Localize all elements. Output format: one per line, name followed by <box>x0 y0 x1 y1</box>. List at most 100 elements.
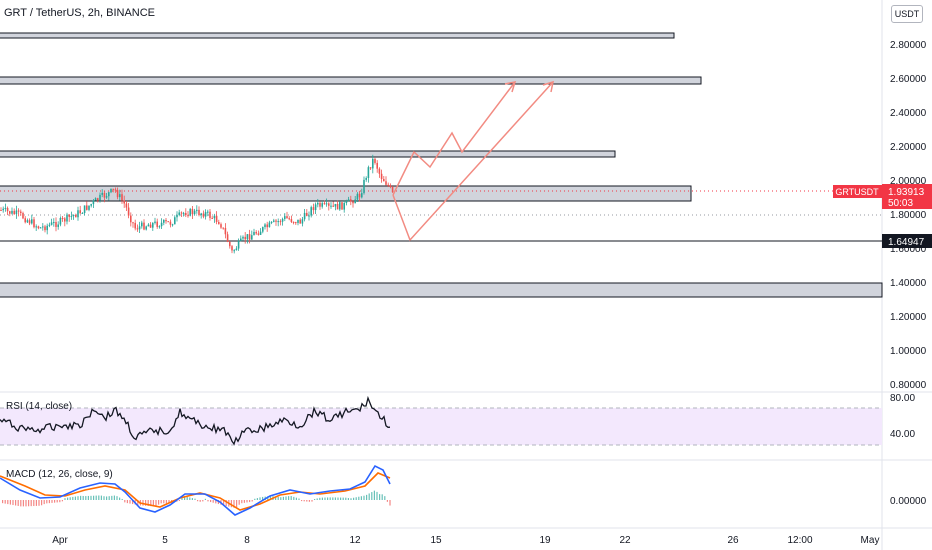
candle-body <box>262 227 264 232</box>
time-tick-label: 12 <box>349 535 361 546</box>
macd-histogram-bar <box>332 497 334 500</box>
candle-body <box>191 208 194 215</box>
macd-histogram-bar <box>194 498 196 500</box>
candle-body <box>215 215 218 222</box>
drawn-zones[interactable] <box>0 32 883 298</box>
candle-body <box>15 210 18 215</box>
macd-histogram-bar <box>288 496 290 500</box>
macd-histogram-bar <box>103 496 105 500</box>
macd-histogram-bar <box>54 500 56 503</box>
macd-histogram-bar <box>22 500 24 507</box>
macd-histogram-bar <box>38 500 40 506</box>
arrow-head-lower <box>542 80 554 93</box>
macd-histogram-bar <box>46 500 48 504</box>
macd-histogram-bar <box>329 497 331 500</box>
macd-histogram-bar <box>100 495 102 500</box>
macd-histogram-bar <box>56 500 58 503</box>
macd-histogram-bar <box>158 500 160 505</box>
candle-body <box>160 222 163 227</box>
macd-histogram-bar <box>93 495 95 500</box>
candle-body <box>44 226 46 231</box>
candle-body <box>222 227 224 229</box>
macd-histogram-bar <box>119 497 121 500</box>
macd-histogram-bar <box>249 500 251 503</box>
candle-body <box>224 227 227 235</box>
candle-body <box>231 246 233 251</box>
candle-body <box>66 214 68 222</box>
candle-body <box>99 194 101 201</box>
candle-body <box>350 199 352 202</box>
zone-rect <box>0 150 616 158</box>
macd-histogram-bar <box>340 497 342 500</box>
candle-body <box>286 216 288 219</box>
projection-drawings[interactable] <box>392 80 554 242</box>
countdown-value: 50:03 <box>888 198 913 209</box>
macd-histogram-bar <box>87 495 89 500</box>
time-tick-label: 26 <box>727 535 739 546</box>
candle-body <box>292 221 295 223</box>
macd-histogram-bar <box>67 497 69 500</box>
candle-body <box>61 217 64 219</box>
candle-body <box>336 203 339 210</box>
candle-body <box>193 210 196 215</box>
macd-histogram-bar <box>295 497 297 500</box>
candle-body <box>253 231 255 236</box>
macd-histogram-bar <box>233 500 235 508</box>
macd-histogram-bar <box>20 500 22 507</box>
candle-body <box>9 211 11 214</box>
macd-histogram-bar <box>17 500 19 506</box>
candle-body <box>354 199 356 204</box>
zone-rect <box>0 185 692 202</box>
macd-histogram-bar <box>145 500 147 506</box>
price-tick-label: 2.40000 <box>890 108 927 119</box>
macd-histogram-bar <box>74 496 76 500</box>
price-axis[interactable]: 2.80000 2.60000 2.40000 2.20000 2.00000 1.800… <box>890 40 927 391</box>
candle-body <box>389 185 392 187</box>
candle-body <box>202 213 205 217</box>
candle-body <box>209 211 211 218</box>
macd-histogram-bar <box>379 494 381 500</box>
macd-histogram-bar <box>202 500 204 502</box>
candle-body <box>198 209 200 216</box>
candle-body <box>314 204 317 211</box>
currency-badge[interactable]: USDT <box>891 5 923 23</box>
candle-body <box>242 236 244 239</box>
candle-body <box>321 203 323 207</box>
price-tick-label: 1.80000 <box>890 210 927 221</box>
macd-label[interactable]: MACD (12, 26, close, 9) <box>6 469 113 480</box>
candle-body <box>339 202 341 210</box>
symbol-title[interactable]: GRT / TetherUS, 2h, BINANCE <box>4 7 156 19</box>
candle-body <box>46 225 48 231</box>
macd-histogram-bar <box>243 500 245 503</box>
candle-body <box>319 202 321 207</box>
macd-histogram-bar <box>15 500 17 506</box>
candle-body <box>22 213 24 219</box>
macd-histogram-bar <box>33 500 35 507</box>
candle-body <box>299 219 301 224</box>
macd-histogram-bar <box>308 500 310 502</box>
macd-histogram-bar <box>293 496 295 500</box>
candle-body <box>200 213 202 216</box>
macd-histogram-bar <box>337 497 339 500</box>
macd-histogram-bar <box>282 496 284 500</box>
rsi-tick-label: 40.00 <box>890 429 915 440</box>
last-price-value: 1.93913 <box>888 187 925 198</box>
candle-body <box>37 226 40 229</box>
time-axis[interactable]: Apr 5 8 12 15 19 22 26 12:00 May <box>52 535 879 546</box>
symbol-tag-label: GRTUSDT <box>835 187 879 197</box>
macd-histogram-bar <box>269 495 271 500</box>
macd-histogram-bar <box>207 500 209 502</box>
macd-histogram-bar <box>191 498 193 500</box>
rsi-label[interactable]: RSI (14, close) <box>6 401 73 412</box>
candle-body <box>380 173 383 180</box>
candle-body <box>303 212 306 220</box>
candle-body <box>343 202 345 210</box>
candle-body <box>112 188 114 190</box>
macd-histogram-bar <box>321 497 323 500</box>
macd-histogram-bar <box>280 497 282 500</box>
candle-body <box>163 219 165 223</box>
macd-histogram-bar <box>350 498 352 500</box>
candle-body <box>229 241 231 247</box>
